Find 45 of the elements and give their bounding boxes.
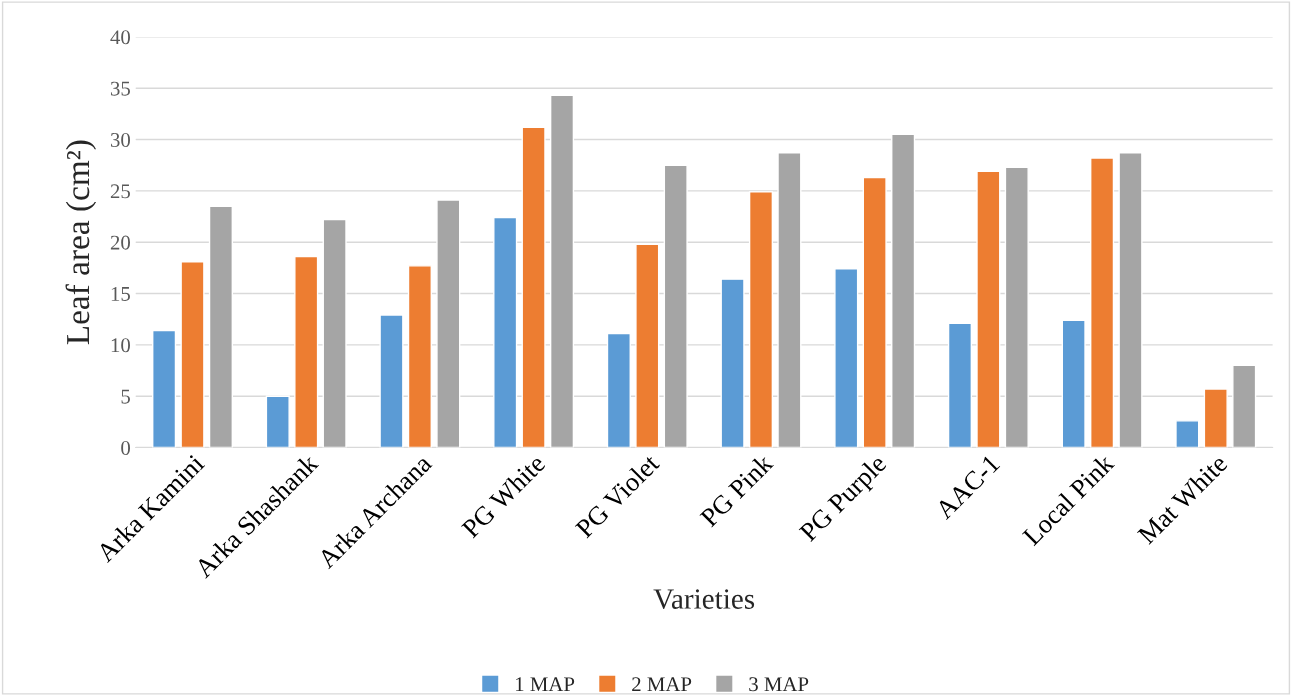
- bar: [834, 268, 859, 448]
- bar: [152, 329, 177, 448]
- y-tick-label: 0: [121, 440, 130, 455]
- bar: [436, 199, 461, 448]
- y-tick-label: 10: [111, 338, 130, 353]
- bar: [976, 170, 1001, 448]
- bar: [1175, 420, 1200, 448]
- bar: [493, 216, 518, 448]
- legend-label: 3 MAP: [749, 677, 809, 692]
- bar: [606, 332, 631, 448]
- bar: [635, 243, 660, 448]
- bar: [720, 278, 745, 448]
- bar: [891, 133, 916, 448]
- y-tick-label: 25: [110, 184, 130, 199]
- y-tick-label: 40: [110, 30, 130, 45]
- bar: [180, 261, 205, 448]
- y-tick-label: 5: [121, 389, 130, 404]
- legend-label: 1 MAP: [516, 677, 575, 692]
- legend-label: 2 MAP: [632, 677, 692, 692]
- y-axis-title: Leaf area (cm²): [65, 140, 97, 345]
- y-tick-label: 15: [111, 287, 130, 301]
- bar: [379, 314, 404, 448]
- bar: [1118, 152, 1143, 448]
- bar: [947, 322, 973, 448]
- bar: [294, 255, 319, 448]
- bar: [1232, 364, 1257, 448]
- x-tick-label: PG Pink: [698, 452, 775, 528]
- bar: [777, 152, 802, 448]
- bar: [208, 205, 233, 448]
- bar: [1203, 388, 1228, 448]
- bar: [1004, 166, 1029, 448]
- y-tick-label: 35: [110, 81, 130, 96]
- bar: [862, 176, 887, 448]
- y-tick-label: 20: [110, 235, 130, 250]
- bar: [407, 265, 432, 448]
- bar: [663, 164, 688, 448]
- bar: [521, 126, 546, 448]
- x-axis-title: Varieties: [653, 589, 755, 610]
- bar: [1061, 319, 1086, 448]
- bar: [322, 218, 347, 448]
- bar: [1090, 157, 1115, 448]
- bar: [549, 94, 575, 448]
- bar: [748, 191, 774, 448]
- y-tick-label: 30: [110, 132, 130, 147]
- bar: [265, 395, 290, 448]
